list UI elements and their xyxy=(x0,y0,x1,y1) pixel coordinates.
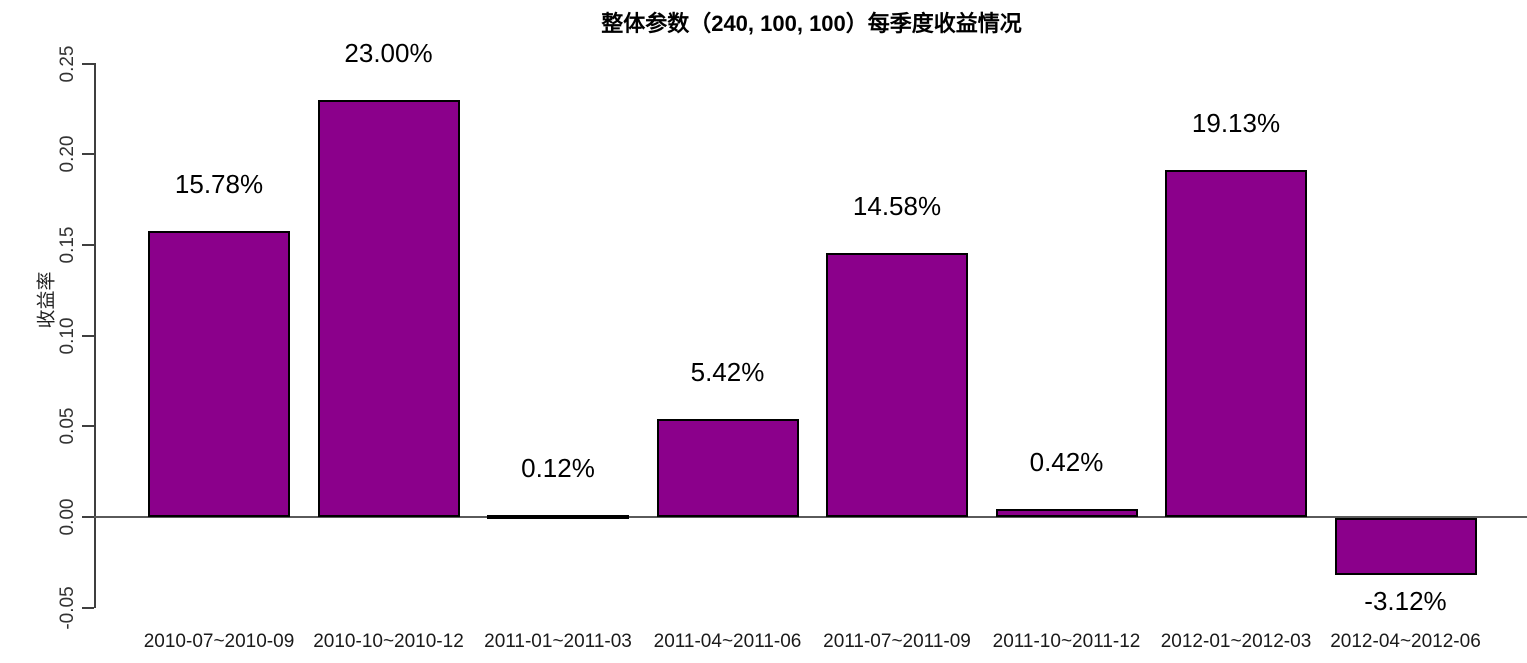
zero-baseline xyxy=(94,516,1527,518)
y-tick-mark xyxy=(82,334,94,337)
bar xyxy=(826,252,968,517)
bar-value-label: 5.42% xyxy=(690,356,765,387)
x-tick-label: 2012-04~2012-06 xyxy=(1330,631,1481,652)
bar xyxy=(1165,169,1307,517)
bar-value-label: 19.13% xyxy=(1191,107,1281,138)
chart-title: 整体参数（240, 100, 100）每季度收益情况 xyxy=(601,11,1022,36)
x-tick-label: 2010-10~2010-12 xyxy=(313,631,464,652)
y-tick-label: 0.00 xyxy=(57,498,78,536)
y-tick-mark xyxy=(82,516,94,518)
bar-value-label: 23.00% xyxy=(344,37,433,68)
bar xyxy=(317,99,460,517)
bar xyxy=(1334,518,1477,575)
x-tick-label: 2011-10~2011-12 xyxy=(992,631,1141,652)
bar xyxy=(656,418,799,517)
y-axis-label: 收益率 xyxy=(36,271,58,329)
y-tick-mark xyxy=(82,243,94,246)
bar-value-label: 0.42% xyxy=(1029,447,1104,478)
y-tick-mark xyxy=(82,62,94,65)
y-axis-line xyxy=(94,63,96,608)
y-tick-label: 0.20 xyxy=(57,135,78,173)
x-tick-label: 2010-07~2010-09 xyxy=(143,631,295,652)
y-tick-mark xyxy=(82,425,94,428)
bar-value-label: 15.78% xyxy=(174,168,264,199)
x-tick-label: 2011-01~2011-03 xyxy=(484,631,632,652)
y-tick-label: 0.25 xyxy=(57,45,78,82)
bar-value-label: 14.58% xyxy=(852,190,942,221)
x-tick-label: 2012-01~2012-03 xyxy=(1160,631,1312,652)
bar xyxy=(995,509,1138,517)
y-tick-label: 0.10 xyxy=(57,317,78,355)
y-tick-mark xyxy=(82,153,94,156)
x-tick-label: 2011-04~2011-06 xyxy=(653,631,802,652)
bar xyxy=(148,230,290,517)
y-tick-label: 0.15 xyxy=(57,226,78,264)
x-tick-label: 2011-07~2011-09 xyxy=(823,631,971,652)
bar-value-label: -3.12% xyxy=(1364,585,1447,616)
y-tick-label: 0.05 xyxy=(57,407,78,445)
y-tick-label: -0.05 xyxy=(57,586,78,630)
y-tick-mark xyxy=(82,606,94,609)
bar xyxy=(487,514,629,519)
bar-value-label: 0.12% xyxy=(521,452,595,483)
